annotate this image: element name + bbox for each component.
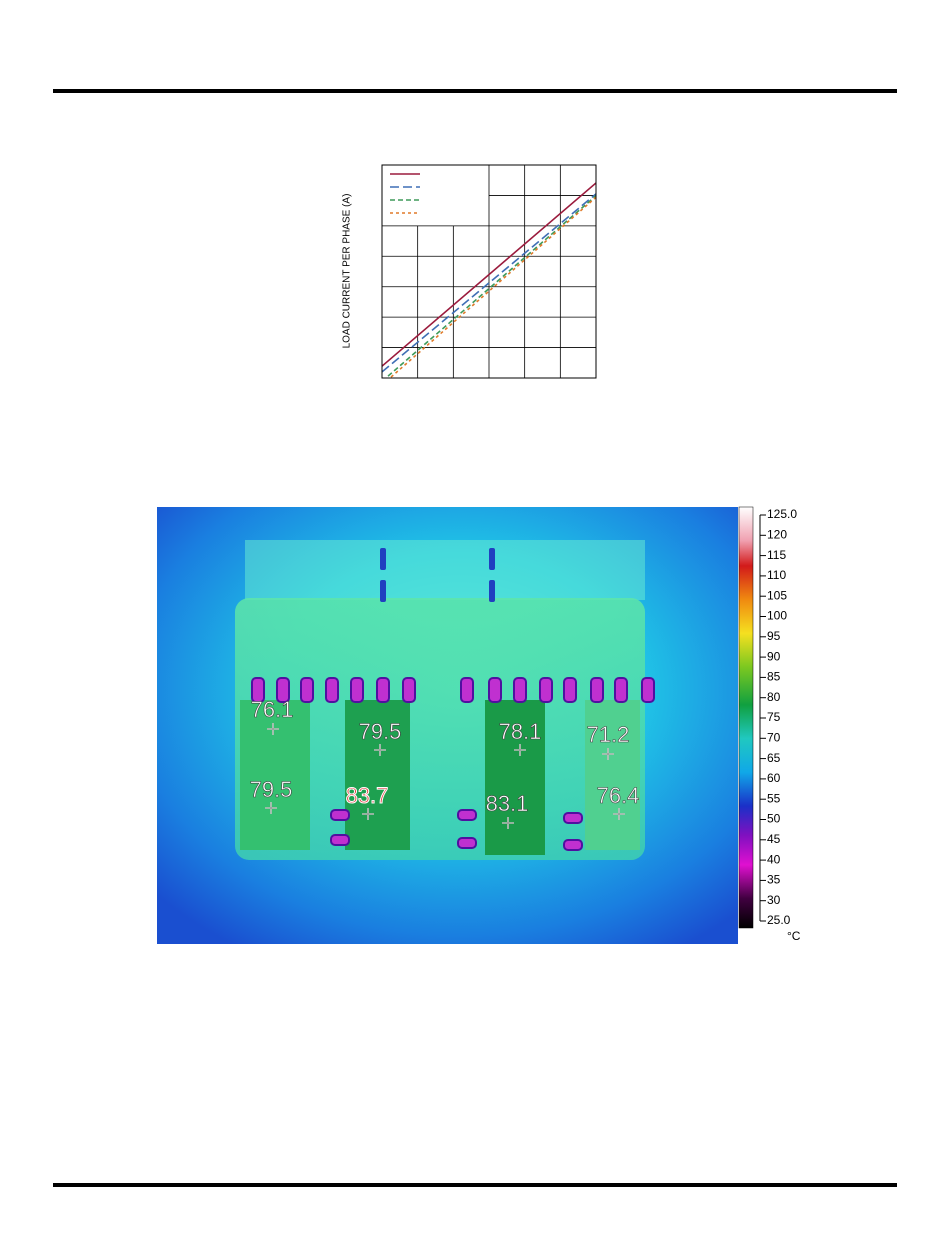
component [376, 677, 390, 703]
temperature-reading: 83.7 [346, 783, 389, 808]
component [641, 677, 655, 703]
scale-label: 90 [767, 649, 781, 663]
footer-rule [53, 1183, 897, 1187]
temperature-reading: 79.5 [250, 777, 293, 802]
measure-cross [267, 723, 279, 735]
measure-cross [362, 808, 374, 820]
component [402, 677, 416, 703]
measure-cross [514, 744, 526, 756]
component [457, 837, 477, 849]
scale-label: 45 [767, 832, 781, 846]
chart: LOAD CURRENT PER PHASE (A) [342, 164, 597, 379]
module [485, 700, 545, 855]
module [585, 700, 640, 850]
thermal-image: 76.1 79.5 78.1 71.2 79.5 83.7 83.1 76.4 125.0 120… [157, 506, 801, 944]
component [488, 677, 502, 703]
scale-label: 60 [767, 771, 781, 785]
series-line [382, 182, 596, 367]
component [330, 834, 350, 846]
scale-label: 85 [767, 670, 781, 684]
scale-label: 125.0 [767, 507, 797, 521]
scale-label: 65 [767, 751, 781, 765]
component [590, 677, 604, 703]
component [325, 677, 339, 703]
measure-cross [602, 748, 614, 760]
component [330, 809, 350, 821]
component [380, 548, 386, 570]
scale-label: 110 [767, 568, 786, 582]
measure-cross [613, 808, 625, 820]
scale-label: 100 [767, 609, 787, 623]
component [276, 677, 290, 703]
component [380, 580, 386, 602]
temperature-reading: 83.1 [486, 791, 529, 816]
scale-label: 75 [767, 710, 781, 724]
scale-label: 70 [767, 730, 781, 744]
scale-label: 30 [767, 893, 781, 907]
scale-label: 80 [767, 690, 781, 704]
scale-label: 40 [767, 852, 781, 866]
component [563, 677, 577, 703]
scale-label: 35 [767, 873, 781, 887]
series-line [382, 193, 596, 373]
component [614, 677, 628, 703]
component [300, 677, 314, 703]
scale-label: 55 [767, 791, 781, 805]
color-scale [738, 506, 754, 929]
temperature-reading: 71.2 [587, 722, 630, 747]
temperature-reading: 78.1 [499, 719, 542, 744]
header-rule [53, 89, 897, 93]
scale-label: 50 [767, 812, 781, 826]
scale-label: 120 [767, 527, 787, 541]
temperature-reading: 76.1 [251, 697, 294, 722]
plot-frame [381, 164, 597, 379]
component [457, 809, 477, 821]
component [489, 580, 495, 602]
scale-label: 25.0 [767, 913, 791, 927]
measure-cross [374, 744, 386, 756]
component [251, 677, 265, 703]
component [513, 677, 527, 703]
temperature-reading: 79.5 [359, 719, 402, 744]
temperature-reading: 76.4 [597, 783, 640, 808]
scale-label: 95 [767, 629, 781, 643]
series-line [384, 195, 596, 378]
y-axis-label: LOAD CURRENT PER PHASE (A) [342, 194, 353, 349]
scale-unit: °C [787, 929, 801, 943]
module [240, 700, 310, 850]
scale-label: 105 [767, 588, 787, 602]
component [563, 812, 583, 824]
plot-area [382, 182, 596, 378]
component [350, 677, 364, 703]
measure-cross [502, 817, 514, 829]
scale-label: 115 [767, 548, 786, 562]
board-top [245, 540, 645, 600]
module [345, 700, 410, 850]
component [563, 839, 583, 851]
component [489, 548, 495, 570]
component [460, 677, 474, 703]
measure-cross [265, 802, 277, 814]
component [539, 677, 553, 703]
